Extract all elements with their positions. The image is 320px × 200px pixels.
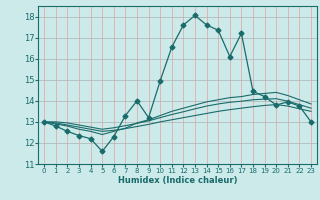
X-axis label: Humidex (Indice chaleur): Humidex (Indice chaleur): [118, 176, 237, 185]
